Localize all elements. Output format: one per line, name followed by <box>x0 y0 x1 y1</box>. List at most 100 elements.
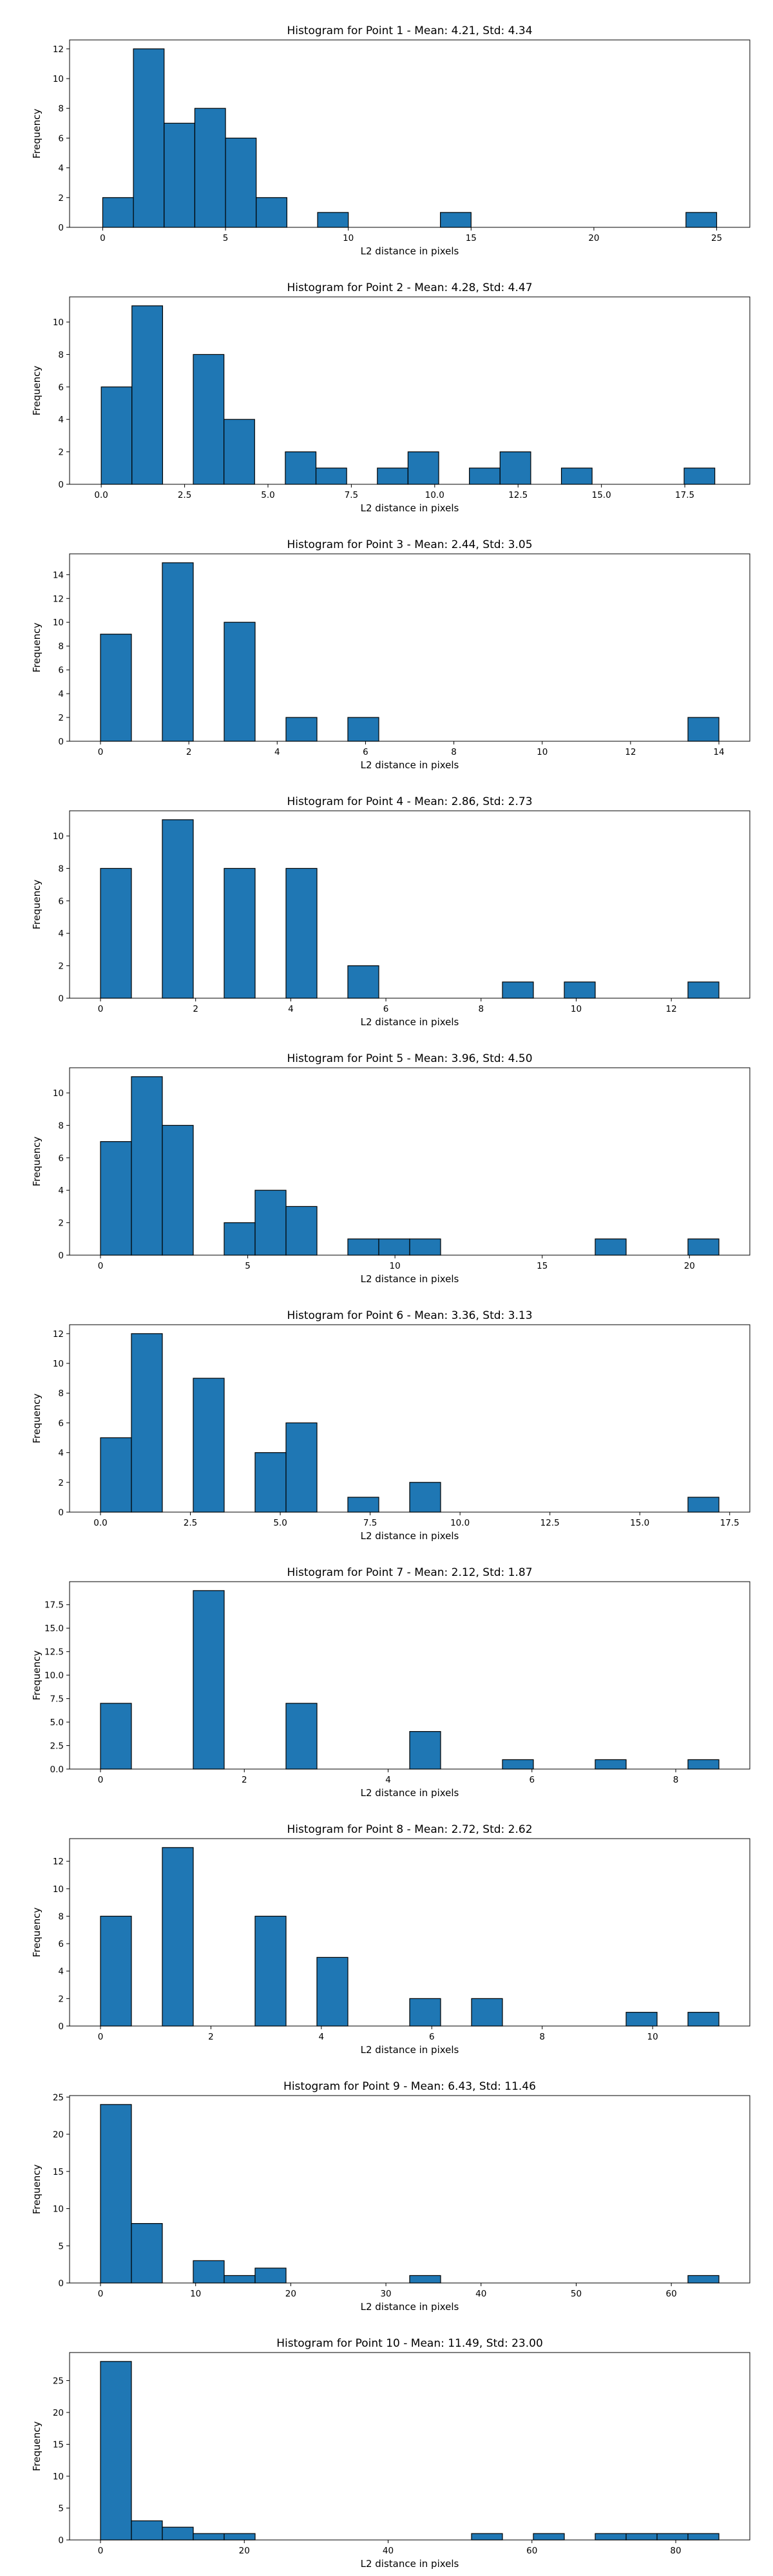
y-tick-label: 5.0 <box>50 1718 64 1728</box>
histogram-bar <box>285 1422 318 1513</box>
y-tick-label: 6 <box>58 1418 64 1428</box>
y-tick-label: 12 <box>53 1329 64 1340</box>
y-tick-label: 8 <box>58 104 64 114</box>
histogram-bar <box>100 634 132 742</box>
histogram-panel-2: 0.0 2.5 5.0 7.5 10.0 12.5 15.0 17.5 0 2 4 6 8 10 Histo… <box>31 281 750 514</box>
y-tick-label: 10 <box>53 831 64 842</box>
histogram-bar <box>471 2533 503 2541</box>
x-tick-label: 4 <box>274 747 280 757</box>
histogram-bar <box>409 1238 441 1256</box>
x-tick-label: 40 <box>383 2546 394 2556</box>
x-tick-label: 25 <box>711 233 722 243</box>
histogram-bar <box>317 212 349 228</box>
y-tick-label: 2 <box>58 193 64 204</box>
histogram-bar <box>687 1759 720 1770</box>
histogram-bar <box>131 305 164 485</box>
histogram-bar <box>285 867 318 999</box>
y-tick-label: 25 <box>53 2092 64 2103</box>
y-tick-label: 4 <box>58 929 64 939</box>
x-axis-label: L2 distance in pixels <box>361 1787 459 1799</box>
axes-frame <box>69 810 750 999</box>
histogram-bar <box>194 108 226 228</box>
x-tick-label: 7.5 <box>345 490 358 500</box>
y-tick-label: 6 <box>58 383 64 393</box>
histogram-bar <box>625 2533 658 2541</box>
y-tick-label: 6 <box>58 1153 64 1164</box>
y-tick-label: 0.0 <box>50 1765 64 1775</box>
chart-title: Histogram for Point 4 - Mean: 2.86, Std:… <box>287 795 532 808</box>
x-tick-label: 0.0 <box>94 490 108 500</box>
y-tick-label: 4 <box>58 164 64 174</box>
bars <box>100 1590 720 1770</box>
x-axis-label: L2 distance in pixels <box>361 1273 459 1285</box>
histogram-panel-7: 0 2 4 6 8 0.0 2.5 5.0 7.5 10.0 12.5 15.0 17.5 Histogr… <box>31 1566 750 1799</box>
x-tick-label: 17.5 <box>720 1518 740 1528</box>
histogram-bar <box>131 2223 163 2284</box>
bars <box>100 562 720 742</box>
x-tick-label: 12 <box>666 1004 677 1014</box>
axes-frame <box>69 296 750 485</box>
x-tick-label: 17.5 <box>675 490 694 500</box>
bars <box>100 819 720 999</box>
histogram-bar <box>409 1731 441 1770</box>
y-tick-label: 0 <box>58 480 64 490</box>
x-tick-label: 2.5 <box>178 490 191 500</box>
x-tick-label: 15 <box>466 233 477 243</box>
histogram-bar <box>193 1378 225 1513</box>
y-tick-label: 4 <box>58 1448 64 1459</box>
y-tick-label: 2 <box>58 713 64 723</box>
histogram-bar <box>625 2012 658 2027</box>
histogram-bar <box>560 468 593 485</box>
histogram-bar <box>131 1333 163 1513</box>
histogram-bar <box>224 867 256 999</box>
bars <box>100 2361 720 2541</box>
histogram-bar <box>193 2260 225 2284</box>
histogram-bar <box>407 451 439 485</box>
x-tick-label: 0 <box>98 2032 104 2042</box>
x-tick-label: 7.5 <box>363 1518 377 1528</box>
x-tick-label: 0 <box>98 1004 104 1014</box>
histogram-bar <box>162 1847 194 2027</box>
y-axis-label: Frequency <box>31 366 43 416</box>
histogram-panel-9: 0 10 20 30 40 50 60 0 5 10 15 20 25 Histogram for Poi… <box>31 2080 750 2313</box>
histogram-panel-5: 0 5 10 15 20 0 2 4 6 8 10 Histogram for Point 5 - M… <box>31 1052 750 1285</box>
histogram-bar <box>193 354 225 485</box>
y-axis-label: Frequency <box>31 880 43 930</box>
histogram-bar <box>100 1437 132 1513</box>
histogram-bar <box>409 1482 441 1513</box>
x-tick-label: 8 <box>539 2032 545 2042</box>
x-axis-label: L2 distance in pixels <box>361 2558 459 2570</box>
x-tick-label: 0 <box>98 2546 104 2556</box>
x-tick-label: 0 <box>100 233 106 243</box>
histogram-bar <box>683 468 716 485</box>
x-tick-label: 30 <box>380 2289 391 2299</box>
y-tick-label: 12 <box>53 594 64 604</box>
histogram-bar <box>347 717 379 742</box>
y-tick-label: 20 <box>53 2408 64 2418</box>
x-tick-label: 12 <box>625 747 636 757</box>
y-tick-label: 2 <box>58 448 64 458</box>
y-tick-label: 10 <box>53 74 64 84</box>
y-tick-label: 12 <box>53 1857 64 1867</box>
x-tick-label: 2 <box>193 1004 198 1014</box>
histogram-bar <box>285 717 318 742</box>
y-tick-label: 6 <box>58 665 64 676</box>
chart-title: Histogram for Point 7 - Mean: 2.12, Std:… <box>287 1566 532 1579</box>
y-tick-label: 15 <box>53 2167 64 2177</box>
y-axis-label: Frequency <box>31 1651 43 1701</box>
x-tick-label: 2.5 <box>184 1518 197 1528</box>
histogram-bar <box>224 2533 256 2541</box>
x-tick-label: 10 <box>537 747 548 757</box>
bars <box>100 1333 720 1513</box>
histogram-bar <box>162 1124 194 1256</box>
histogram-bar <box>347 965 379 999</box>
x-tick-label: 10.0 <box>425 490 444 500</box>
histogram-bar <box>164 122 196 228</box>
histogram-bar <box>316 1956 348 2027</box>
x-tick-label: 10 <box>390 1261 401 1271</box>
x-tick-label: 5 <box>245 1261 251 1271</box>
y-axis-label: Frequency <box>31 2421 43 2472</box>
y-tick-label: 10 <box>53 1884 64 1895</box>
axes-frame <box>69 1838 750 2027</box>
x-tick-label: 4 <box>319 2032 325 2042</box>
